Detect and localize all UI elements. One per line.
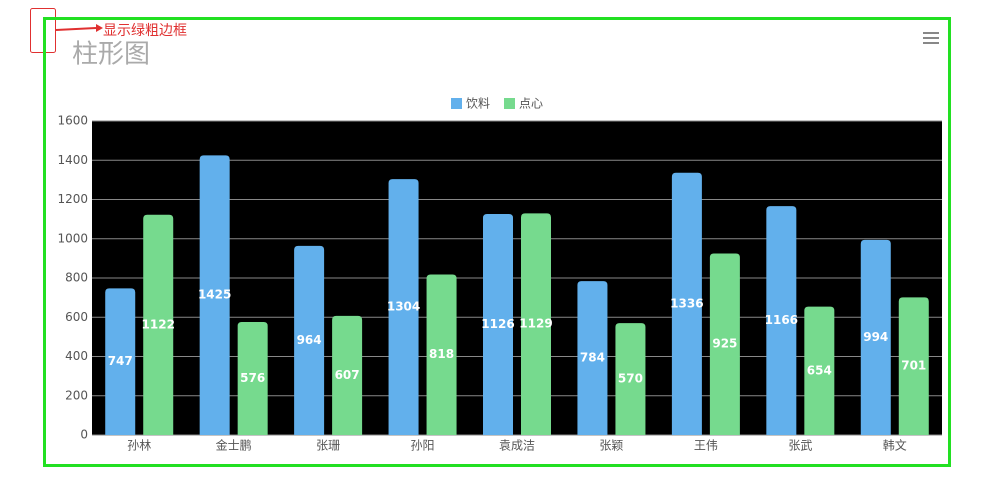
bar — [143, 214, 174, 435]
chart-title: 柱形图 — [72, 40, 150, 70]
bar — [804, 306, 835, 435]
bar — [332, 315, 363, 435]
value-label: 994 — [863, 330, 888, 344]
value-label: 1129 — [519, 317, 552, 331]
bar — [766, 206, 797, 435]
border — [43, 17, 951, 467]
x-tick-label: 张武 — [788, 439, 812, 453]
bar — [199, 155, 230, 435]
legend-label: 饮料 — [466, 97, 490, 111]
value-label: 1126 — [481, 317, 514, 331]
x-tick-label: 张颖 — [599, 439, 623, 453]
legend-swatch — [451, 98, 462, 109]
value-label: 925 — [712, 337, 737, 351]
value-label: 654 — [807, 363, 832, 377]
value-label: 576 — [240, 371, 265, 385]
value-label: 701 — [901, 359, 926, 373]
bar — [483, 214, 513, 435]
annotation: 显示绿粗边框 — [103, 23, 187, 39]
arrow-head — [96, 24, 103, 32]
x-tick-label: 孙林 — [127, 439, 151, 453]
value-label: 747 — [108, 354, 133, 368]
value-label: 1304 — [387, 300, 420, 314]
value-label: 818 — [429, 347, 454, 361]
bar — [294, 245, 325, 435]
y-tick-label: 800 — [65, 271, 88, 285]
bar — [105, 288, 136, 435]
x-tick-label: 袁成洁 — [499, 439, 535, 453]
bar — [615, 323, 646, 435]
bar — [898, 297, 929, 435]
bar — [860, 239, 891, 435]
y-tick-label: 400 — [65, 349, 88, 363]
value-label: 784 — [580, 351, 605, 365]
bar — [671, 172, 702, 435]
y-tick-label: 1600 — [57, 114, 88, 128]
value-label: 1425 — [198, 288, 231, 302]
value-label: 570 — [618, 372, 643, 386]
y-tick-label: 0 — [80, 428, 88, 442]
y-tick-label: 1200 — [57, 192, 88, 206]
y-tick-label: 600 — [65, 310, 88, 324]
bar — [237, 321, 268, 435]
menu-icon[interactable] — [923, 32, 939, 44]
y-tick-label: 1000 — [57, 231, 88, 245]
legend-swatch — [504, 98, 515, 109]
bar — [577, 281, 608, 435]
bar — [521, 213, 551, 435]
x-tick-label: 王伟 — [694, 439, 718, 453]
legend-label: 点心 — [519, 97, 543, 111]
value-label: 964 — [297, 333, 322, 347]
y-tick-label: 1400 — [57, 153, 88, 167]
y-tick-label: 200 — [65, 388, 88, 402]
x-tick-label: 张珊 — [316, 439, 340, 453]
x-tick-label: 孙阳 — [411, 439, 435, 453]
bar — [388, 179, 419, 435]
x-tick-label: 韩文 — [883, 438, 907, 453]
arrow — [55, 27, 97, 31]
value-label: 607 — [335, 368, 360, 382]
bar — [426, 274, 457, 435]
value-label: 1166 — [765, 313, 798, 327]
bar — [709, 253, 740, 435]
value-label: 1336 — [670, 296, 703, 310]
x-tick-label: 金士鹏 — [216, 438, 252, 453]
value-label: 1122 — [142, 317, 175, 331]
